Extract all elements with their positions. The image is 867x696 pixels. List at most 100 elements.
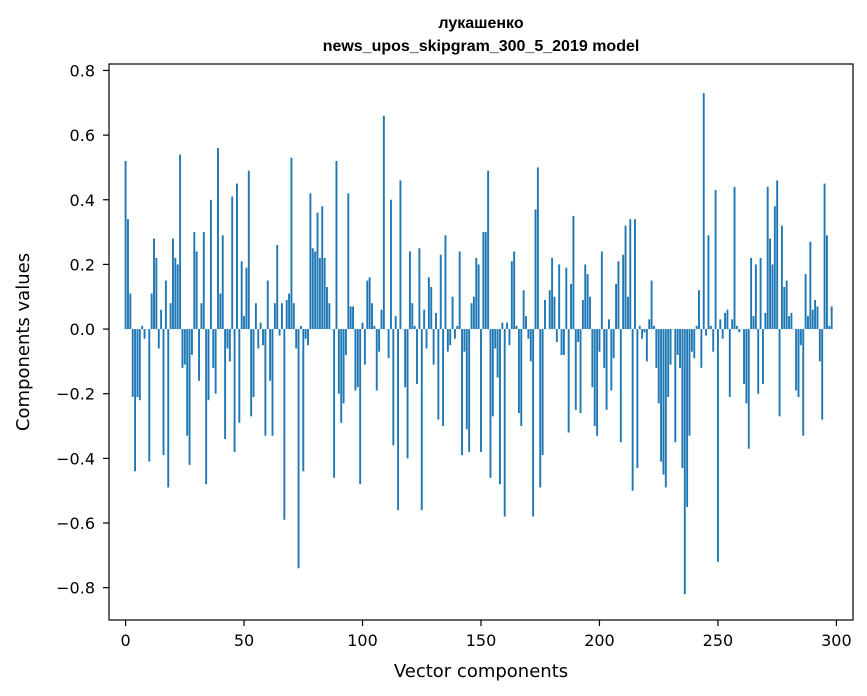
bar-component-177 — [544, 299, 546, 330]
bar-component-34 — [205, 329, 208, 485]
bar-component-203 — [605, 329, 608, 410]
bar-component-218 — [641, 329, 644, 339]
bar-component-163 — [510, 261, 513, 330]
bar-component-197 — [591, 329, 594, 388]
bar-component-132 — [437, 329, 440, 420]
bar-component-148 — [475, 257, 478, 330]
x-tick-label: 200 — [584, 631, 615, 650]
bar-component-45 — [231, 196, 234, 330]
bar-component-51 — [245, 267, 248, 330]
bar-component-167 — [520, 329, 523, 427]
bar-component-261 — [743, 329, 745, 385]
bar-component-233 — [676, 329, 679, 355]
bar-component-37 — [212, 329, 215, 368]
bar-component-94 — [347, 193, 350, 330]
bar-component-92 — [342, 329, 345, 404]
bar-component-109 — [382, 115, 385, 330]
y-tick-label: 0.6 — [70, 126, 95, 145]
x-axis-label: Vector components — [394, 661, 568, 682]
bar-component-115 — [397, 329, 400, 511]
y-tick-label: 0.8 — [70, 61, 95, 80]
bar-component-238 — [688, 329, 691, 436]
bar-component-165 — [515, 325, 518, 330]
bar-component-55 — [254, 303, 257, 330]
bar-component-61 — [269, 329, 272, 381]
bar-component-241 — [695, 325, 698, 330]
bar-component-184 — [560, 329, 563, 355]
bar-component-22 — [176, 264, 179, 330]
bar-component-33 — [202, 232, 205, 330]
bar-component-2 — [129, 293, 132, 330]
bar-component-179 — [548, 290, 551, 330]
bar-component-101 — [363, 329, 366, 365]
bar-component-287 — [804, 274, 807, 330]
bar-component-46 — [233, 329, 236, 452]
bar-component-54 — [252, 329, 255, 397]
bar-component-70 — [290, 157, 293, 330]
bar-component-1 — [127, 219, 129, 330]
x-tick-label: 150 — [466, 631, 497, 650]
bar-component-154 — [489, 329, 492, 478]
bar-component-14 — [157, 329, 160, 349]
bar-component-277 — [780, 225, 783, 330]
bar-component-77 — [307, 329, 309, 346]
bar-component-88 — [333, 329, 336, 478]
bar-component-183 — [558, 264, 561, 330]
bar-component-288 — [807, 316, 809, 330]
bar-component-191 — [577, 329, 580, 342]
bar-component-221 — [648, 319, 651, 330]
bar-component-120 — [408, 251, 411, 330]
bar-component-245 — [705, 329, 708, 336]
bar-component-155 — [491, 329, 494, 417]
bar-component-43 — [226, 329, 229, 349]
bar-component-29 — [193, 232, 196, 330]
bar-component-255 — [728, 329, 731, 397]
bar-component-228 — [664, 329, 667, 488]
bar-component-232 — [674, 329, 677, 443]
bar-component-116 — [399, 180, 402, 330]
bar-component-290 — [811, 309, 814, 330]
bar-component-237 — [686, 329, 689, 507]
bar-component-270 — [764, 312, 767, 330]
bar-component-293 — [818, 329, 821, 362]
bar-component-280 — [788, 316, 790, 330]
bar-component-214 — [631, 329, 634, 491]
bar-component-150 — [480, 329, 482, 452]
bar-component-84 — [323, 257, 326, 330]
bar-component-279 — [785, 280, 788, 330]
bar-component-224 — [655, 329, 658, 368]
y-tick-label: 0.0 — [70, 320, 95, 339]
bar-component-193 — [581, 299, 584, 330]
bar-component-3 — [131, 329, 134, 397]
bar-component-131 — [435, 312, 437, 330]
bar-component-41 — [221, 235, 224, 330]
bar-component-235 — [681, 329, 684, 469]
bar-component-42 — [224, 329, 227, 439]
bar-component-26 — [186, 329, 189, 436]
bar-component-243 — [700, 329, 703, 368]
bar-component-242 — [698, 290, 700, 330]
y-tick-label: −0.8 — [56, 579, 95, 598]
bar-component-227 — [662, 329, 665, 475]
bar-component-172 — [532, 329, 535, 517]
bar-component-4 — [134, 329, 137, 472]
bar-component-47 — [236, 183, 238, 330]
bar-component-73 — [297, 329, 300, 569]
bar-component-174 — [536, 167, 539, 330]
bar-component-138 — [451, 296, 454, 330]
bar-component-107 — [378, 329, 381, 352]
bar-component-192 — [579, 329, 582, 414]
bar-component-108 — [380, 309, 383, 330]
bar-component-76 — [304, 329, 307, 339]
bar-component-67 — [283, 329, 286, 520]
bar-component-205 — [610, 329, 613, 391]
bar-component-196 — [589, 296, 591, 330]
bar-component-21 — [174, 257, 177, 330]
x-tick-label: 100 — [347, 631, 378, 650]
bar-component-136 — [446, 329, 449, 352]
bar-component-48 — [238, 329, 241, 423]
bar-component-276 — [778, 329, 781, 417]
bar-component-254 — [726, 309, 729, 330]
bar-component-62 — [271, 329, 274, 436]
bar-component-113 — [392, 329, 395, 446]
